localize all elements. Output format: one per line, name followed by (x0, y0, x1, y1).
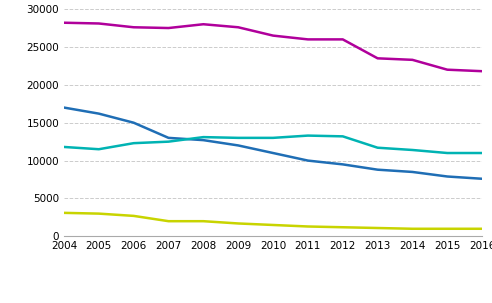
Line: Viljanviljely: Viljanviljely (64, 23, 482, 71)
Muu kasvituotanto (409, 148, 415, 152)
Viljanviljely (200, 22, 206, 26)
Sikatalous (375, 226, 381, 230)
Muu kasvituotanto (96, 148, 102, 151)
Sikatalous (165, 219, 171, 223)
Lypsykarjatalous (131, 121, 137, 125)
Lypsykarjatalous (305, 159, 311, 162)
Lypsykarjatalous (200, 138, 206, 142)
Muu kasvituotanto (444, 151, 450, 155)
Sikatalous (61, 211, 67, 215)
Muu kasvituotanto (61, 145, 67, 149)
Muu kasvituotanto (305, 134, 311, 138)
Sikatalous (444, 227, 450, 231)
Muu kasvituotanto (375, 146, 381, 150)
Sikatalous (340, 225, 346, 229)
Viljanviljely (96, 22, 102, 25)
Sikatalous (96, 212, 102, 215)
Sikatalous (235, 222, 241, 225)
Lypsykarjatalous (61, 106, 67, 109)
Viljanviljely (375, 56, 381, 60)
Viljanviljely (131, 25, 137, 29)
Lypsykarjatalous (409, 170, 415, 174)
Viljanviljely (409, 58, 415, 62)
Lypsykarjatalous (375, 168, 381, 171)
Lypsykarjatalous (165, 136, 171, 140)
Muu kasvituotanto (235, 136, 241, 140)
Viljanviljely (340, 38, 346, 41)
Sikatalous (270, 223, 276, 227)
Line: Sikatalous: Sikatalous (64, 213, 482, 229)
Viljanviljely (61, 21, 67, 25)
Muu kasvituotanto (131, 141, 137, 145)
Viljanviljely (165, 26, 171, 30)
Muu kasvituotanto (340, 135, 346, 138)
Sikatalous (479, 227, 485, 231)
Viljanviljely (270, 34, 276, 38)
Sikatalous (200, 219, 206, 223)
Lypsykarjatalous (96, 112, 102, 115)
Lypsykarjatalous (235, 144, 241, 147)
Muu kasvituotanto (200, 135, 206, 139)
Lypsykarjatalous (340, 162, 346, 166)
Line: Muu kasvituotanto: Muu kasvituotanto (64, 136, 482, 153)
Sikatalous (131, 214, 137, 218)
Lypsykarjatalous (479, 177, 485, 181)
Viljanviljely (479, 69, 485, 73)
Viljanviljely (235, 25, 241, 29)
Line: Lypsykarjatalous: Lypsykarjatalous (64, 108, 482, 179)
Viljanviljely (305, 38, 311, 41)
Muu kasvituotanto (479, 151, 485, 155)
Lypsykarjatalous (270, 151, 276, 155)
Lypsykarjatalous (444, 175, 450, 178)
Muu kasvituotanto (165, 140, 171, 144)
Viljanviljely (444, 68, 450, 72)
Sikatalous (305, 225, 311, 228)
Sikatalous (409, 227, 415, 231)
Muu kasvituotanto (270, 136, 276, 140)
